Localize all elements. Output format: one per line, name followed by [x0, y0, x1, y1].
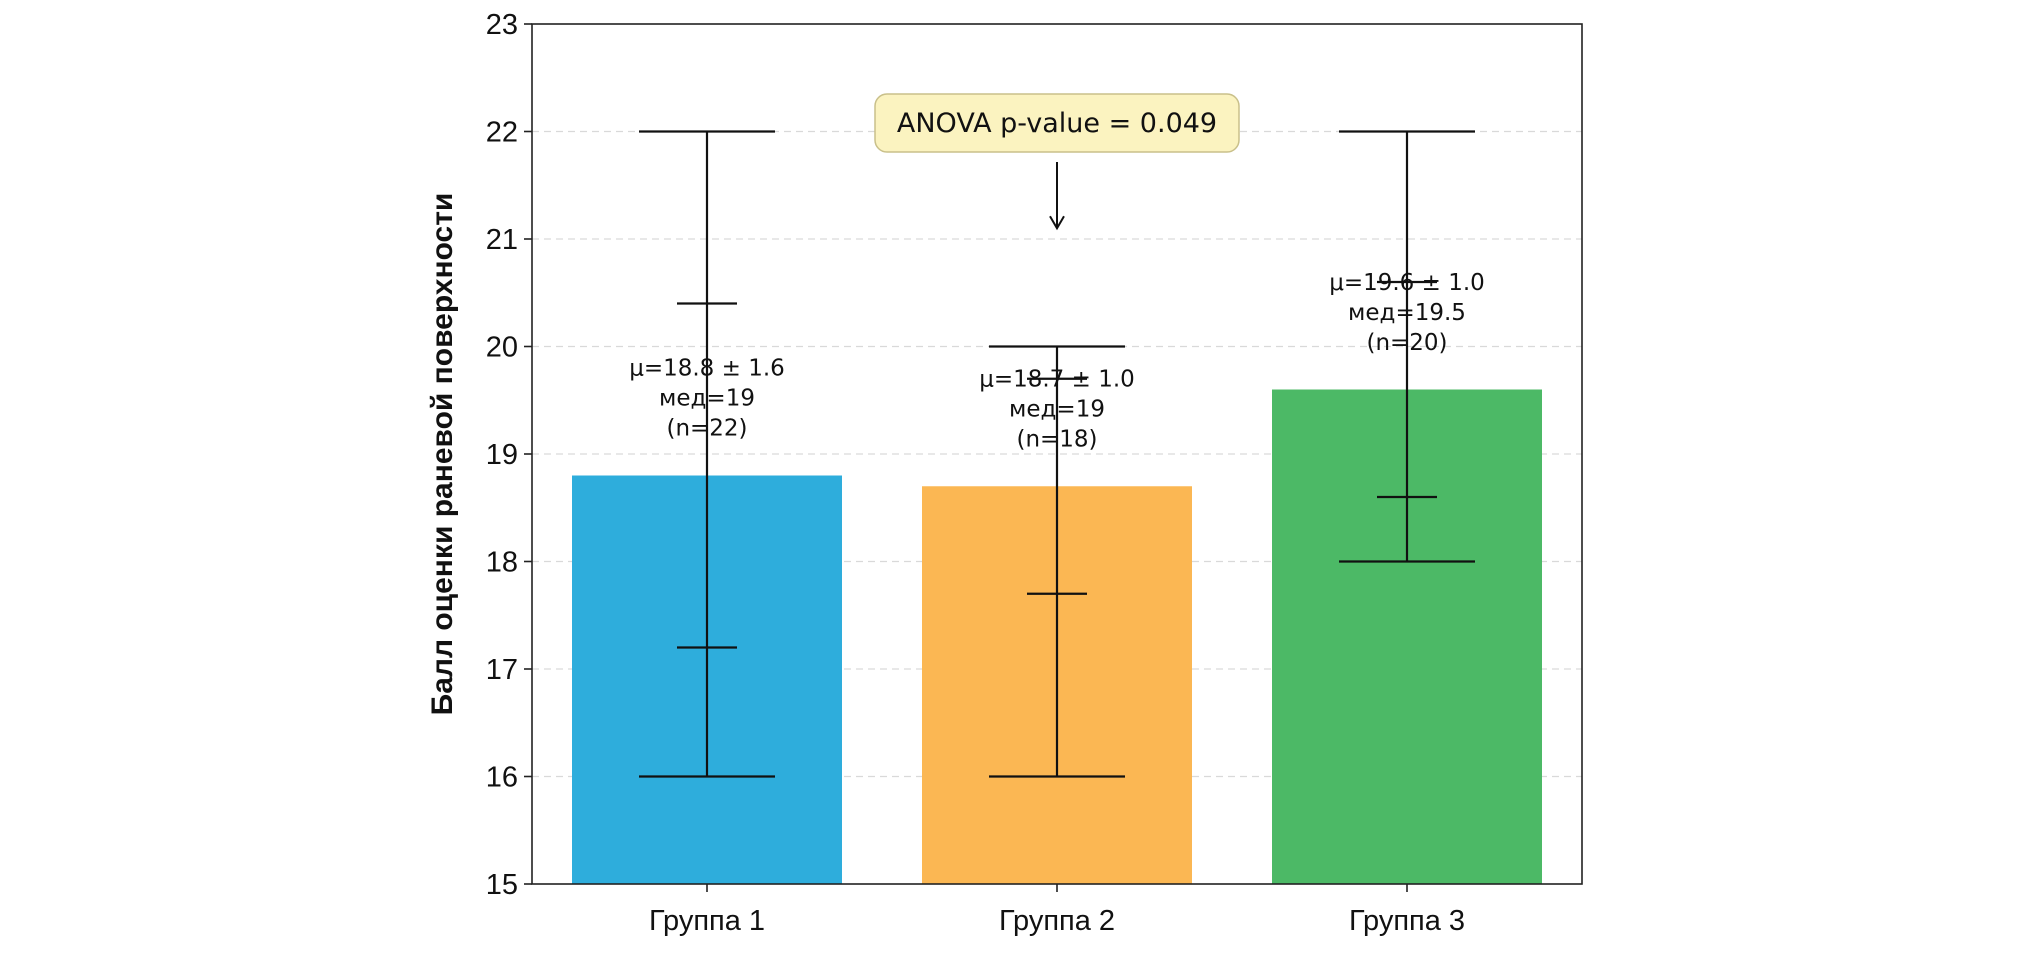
x-category-label: Группа 3 — [1349, 905, 1465, 937]
anova-box — [874, 93, 1240, 153]
y-tick-label: 20 — [486, 332, 518, 364]
bar-annotation-median: мед=19.5 — [1348, 300, 1466, 326]
bar-annotation-n: (n=18) — [1016, 426, 1097, 452]
bar-annotation-layer: μ=18.8 ± 1.6 мед=19 (n=22) μ=18.7 ± 1.0 мед=… — [629, 270, 1485, 452]
bar-annotation-mean: μ=18.7 ± 1.0 — [979, 366, 1135, 392]
x-category-label: Группа 1 — [649, 905, 765, 937]
y-tick-label: 17 — [486, 654, 518, 686]
bar-annotation-n: (n=20) — [1366, 330, 1447, 356]
bar-annotation-median: мед=19 — [659, 386, 755, 412]
errorbar-layer — [639, 130, 1475, 778]
bar-annotation-mean: μ=19.6 ± 1.0 — [1329, 270, 1485, 296]
y-tick-label: 19 — [486, 439, 518, 471]
bar-annotation-median: мед=19 — [1009, 396, 1105, 422]
bar-annotation-n: (n=22) — [666, 416, 747, 442]
bar-layer — [572, 389, 1542, 884]
y-tick-label: 21 — [486, 224, 518, 256]
x-category-label: Группа 2 — [999, 905, 1115, 937]
y-tick-label: 16 — [486, 762, 518, 794]
y-tick-label: 23 — [486, 9, 518, 41]
y-tick-label: 22 — [486, 117, 518, 149]
axis-layer: 15 16 17 18 19 20 21 22 23 Группа 1 Группа 2 Группа… — [426, 9, 1583, 937]
anova-text: ANOVA p-value = 0.049 — [897, 108, 1217, 139]
y-axis-title: Балл оценки раневой поверхности — [426, 193, 459, 716]
anova-arrow-head — [1049, 215, 1065, 231]
bar-annotation-mean: μ=18.8 ± 1.6 — [629, 356, 785, 382]
anova-annotation-layer: ANOVA p-value = 0.049 — [874, 93, 1240, 231]
y-tick-label: 15 — [486, 869, 518, 901]
y-tick-label: 18 — [486, 547, 518, 579]
